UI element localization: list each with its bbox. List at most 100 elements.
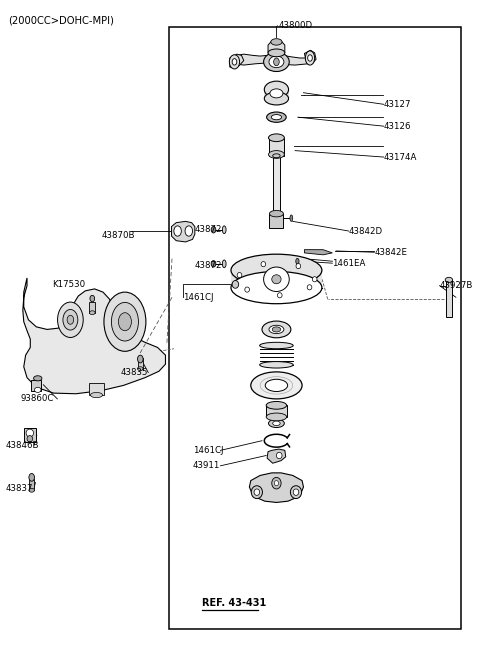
- Ellipse shape: [268, 419, 284, 428]
- Ellipse shape: [254, 489, 260, 495]
- Ellipse shape: [264, 267, 289, 291]
- Ellipse shape: [222, 260, 226, 267]
- Bar: [24, 428, 36, 442]
- Ellipse shape: [27, 435, 33, 442]
- Ellipse shape: [232, 59, 237, 65]
- Ellipse shape: [26, 429, 34, 437]
- Bar: [268, 138, 284, 156]
- Ellipse shape: [111, 302, 138, 341]
- Ellipse shape: [232, 280, 239, 288]
- Ellipse shape: [268, 134, 284, 141]
- Ellipse shape: [272, 477, 281, 489]
- Ellipse shape: [67, 315, 73, 324]
- Ellipse shape: [296, 258, 299, 264]
- Ellipse shape: [119, 313, 132, 331]
- Polygon shape: [23, 278, 166, 394]
- Ellipse shape: [260, 342, 293, 349]
- Polygon shape: [171, 222, 195, 242]
- Bar: [264, 89, 288, 99]
- Polygon shape: [268, 41, 285, 53]
- Text: 43842D: 43842D: [348, 227, 383, 236]
- Ellipse shape: [89, 311, 95, 315]
- Ellipse shape: [269, 56, 284, 68]
- Ellipse shape: [272, 275, 281, 284]
- Text: 43126: 43126: [384, 121, 411, 130]
- Ellipse shape: [266, 401, 287, 409]
- Bar: [137, 359, 143, 369]
- Ellipse shape: [276, 452, 282, 459]
- Text: 43127: 43127: [384, 99, 411, 109]
- Bar: [269, 214, 283, 228]
- Text: 1461CJ: 1461CJ: [192, 446, 223, 455]
- Text: 43872: 43872: [195, 260, 222, 269]
- Ellipse shape: [229, 55, 240, 69]
- Ellipse shape: [264, 92, 288, 105]
- Ellipse shape: [290, 486, 301, 499]
- Text: (2000CC>DOHC-MPI): (2000CC>DOHC-MPI): [8, 16, 114, 26]
- Ellipse shape: [308, 55, 312, 61]
- Ellipse shape: [137, 355, 143, 363]
- Ellipse shape: [35, 388, 41, 393]
- Bar: [266, 405, 287, 417]
- Ellipse shape: [307, 285, 312, 290]
- Ellipse shape: [290, 215, 293, 222]
- Ellipse shape: [245, 287, 250, 292]
- Ellipse shape: [264, 81, 288, 98]
- Bar: [445, 280, 452, 317]
- Text: 43927B: 43927B: [440, 281, 473, 290]
- Ellipse shape: [29, 474, 35, 481]
- Ellipse shape: [305, 51, 315, 65]
- Polygon shape: [304, 249, 332, 255]
- Text: REF. 43-431: REF. 43-431: [202, 598, 266, 609]
- Text: 1461EA: 1461EA: [332, 258, 366, 267]
- Ellipse shape: [445, 277, 453, 282]
- Ellipse shape: [222, 226, 226, 234]
- Text: 1461CJ: 1461CJ: [183, 293, 214, 302]
- Ellipse shape: [269, 325, 284, 333]
- Bar: [169, 27, 461, 629]
- Polygon shape: [304, 50, 316, 64]
- Ellipse shape: [251, 372, 302, 399]
- Ellipse shape: [269, 211, 283, 217]
- Polygon shape: [250, 473, 303, 503]
- Ellipse shape: [312, 276, 317, 282]
- Ellipse shape: [185, 226, 192, 236]
- Ellipse shape: [271, 39, 282, 45]
- Ellipse shape: [90, 295, 95, 302]
- Ellipse shape: [268, 49, 285, 57]
- Ellipse shape: [260, 362, 293, 368]
- Ellipse shape: [273, 154, 280, 158]
- Ellipse shape: [266, 112, 286, 122]
- Ellipse shape: [29, 488, 35, 492]
- Text: 43846B: 43846B: [6, 441, 39, 450]
- Text: 43835: 43835: [120, 368, 148, 377]
- Bar: [31, 380, 41, 391]
- Ellipse shape: [90, 393, 103, 398]
- Text: 93860C: 93860C: [20, 395, 53, 403]
- Ellipse shape: [273, 218, 280, 222]
- Ellipse shape: [211, 227, 216, 233]
- Ellipse shape: [137, 367, 143, 371]
- Text: K17530: K17530: [52, 280, 85, 289]
- Ellipse shape: [211, 260, 216, 267]
- Bar: [231, 268, 322, 287]
- Text: 43800D: 43800D: [279, 21, 313, 30]
- Ellipse shape: [274, 58, 279, 66]
- Ellipse shape: [34, 376, 42, 381]
- Text: 43837: 43837: [6, 484, 34, 493]
- Text: 43842E: 43842E: [374, 248, 408, 256]
- Ellipse shape: [270, 89, 283, 98]
- Text: 43174A: 43174A: [384, 152, 417, 162]
- Text: 43872: 43872: [195, 225, 222, 234]
- Polygon shape: [234, 54, 308, 65]
- Ellipse shape: [58, 302, 83, 337]
- Ellipse shape: [237, 273, 242, 278]
- Ellipse shape: [231, 254, 322, 286]
- Ellipse shape: [268, 151, 284, 158]
- Bar: [29, 479, 35, 490]
- Ellipse shape: [231, 271, 322, 304]
- Ellipse shape: [293, 489, 299, 495]
- Ellipse shape: [275, 481, 278, 486]
- Ellipse shape: [265, 379, 288, 391]
- Bar: [89, 302, 95, 313]
